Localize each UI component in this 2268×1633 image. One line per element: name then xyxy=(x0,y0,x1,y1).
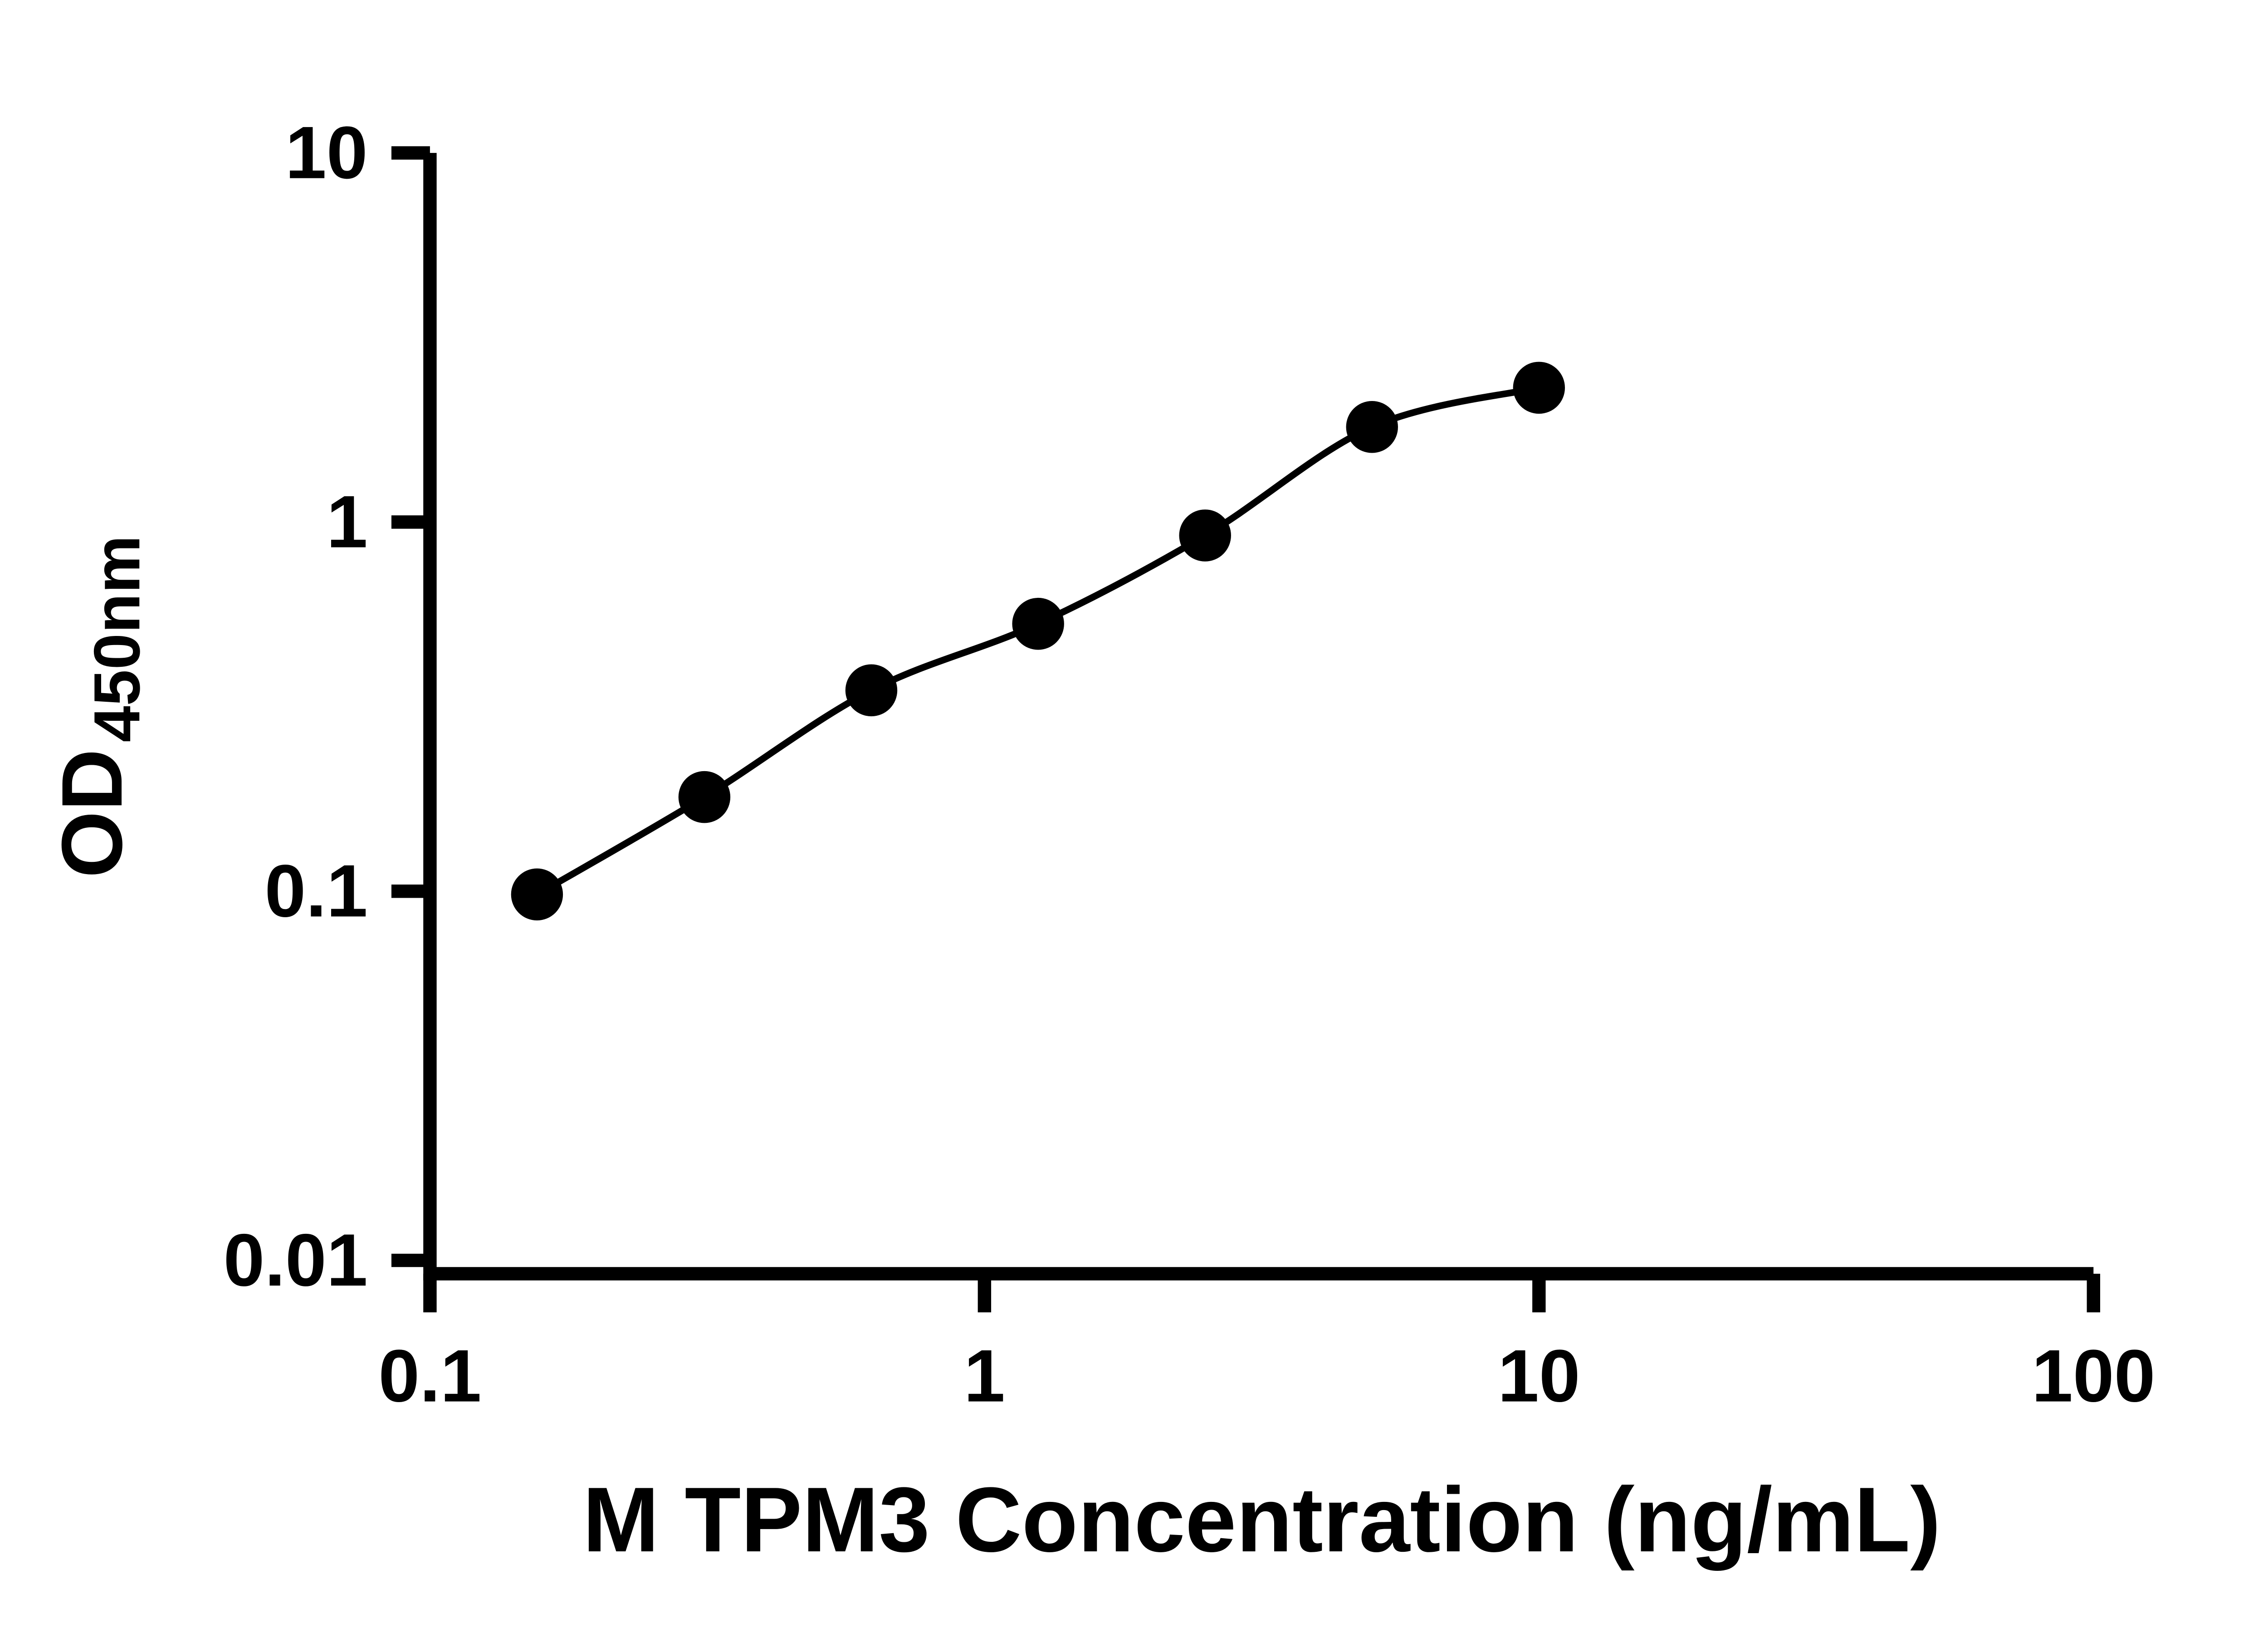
data-point xyxy=(1346,401,1398,453)
data-point xyxy=(1179,509,1231,562)
y-axis-ticks: 10 1 0.1 0.01 xyxy=(224,111,430,1301)
y-tick-label: 0.01 xyxy=(224,1218,368,1301)
y-axis-title: OD 450nm xyxy=(44,535,153,878)
data-point xyxy=(1012,597,1064,650)
y-tick-label: 10 xyxy=(285,111,368,194)
data-point xyxy=(511,868,563,921)
data-point xyxy=(1513,362,1565,414)
data-point xyxy=(845,664,898,717)
x-tick-label: 1 xyxy=(964,1334,1005,1417)
data-points xyxy=(511,362,1565,921)
y-axis-title-main: OD xyxy=(44,749,140,878)
x-tick-label: 0.1 xyxy=(378,1334,481,1417)
data-point xyxy=(678,771,731,823)
y-axis-title-subscript: 450nm xyxy=(81,535,153,742)
axis-lines xyxy=(423,153,2094,1281)
x-tick-label: 10 xyxy=(1498,1334,1580,1417)
y-tick-label: 1 xyxy=(327,480,368,563)
y-tick-label: 0.1 xyxy=(264,849,367,932)
axes xyxy=(423,153,2094,1281)
x-axis-ticks: 0.1 1 10 100 xyxy=(378,1274,2156,1417)
x-axis-title: M TPM3 Concentration (ng/mL) xyxy=(582,1468,1941,1571)
x-tick-label: 100 xyxy=(2032,1334,2156,1417)
